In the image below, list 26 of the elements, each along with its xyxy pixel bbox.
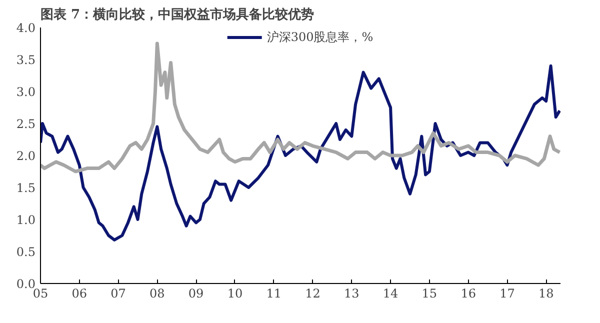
x-tick-label: 07 bbox=[110, 286, 126, 300]
x-tick-label: 15 bbox=[422, 286, 438, 300]
y-tick-label: 3.0 bbox=[16, 85, 36, 99]
y-tick-label: 2.0 bbox=[16, 149, 36, 163]
y-tick-label: 3.5 bbox=[16, 53, 36, 67]
y-tick-label: 0.5 bbox=[16, 245, 36, 259]
x-tick-label: 10 bbox=[227, 286, 243, 300]
y-tick-label: 2.5 bbox=[16, 117, 36, 131]
x-tick-label: 14 bbox=[382, 286, 399, 300]
legend-label: 沪深300股息率，% bbox=[266, 28, 374, 46]
x-tick-label: 05 bbox=[32, 286, 48, 300]
x-tick-label: 06 bbox=[72, 286, 88, 300]
x-tick-label: 08 bbox=[150, 286, 165, 300]
x-tick-label: 13 bbox=[344, 286, 360, 300]
x-tick-label: 11 bbox=[266, 286, 282, 300]
x-tick-label: 09 bbox=[188, 286, 204, 300]
x-tick-label: 12 bbox=[305, 286, 320, 300]
chart-title: 图表 7：横向比较，中国权益市场具备比较优势 bbox=[40, 6, 314, 22]
y-tick-label: 4.0 bbox=[16, 21, 36, 35]
line-series bbox=[40, 64, 560, 242]
y-tick-label: 1.0 bbox=[16, 213, 36, 227]
x-tick-label: 17 bbox=[500, 286, 515, 300]
y-tick-label: 1.5 bbox=[16, 181, 36, 195]
x-tick-label: 18 bbox=[538, 286, 554, 300]
line-series bbox=[40, 42, 560, 174]
x-tick-label: 16 bbox=[460, 286, 476, 300]
